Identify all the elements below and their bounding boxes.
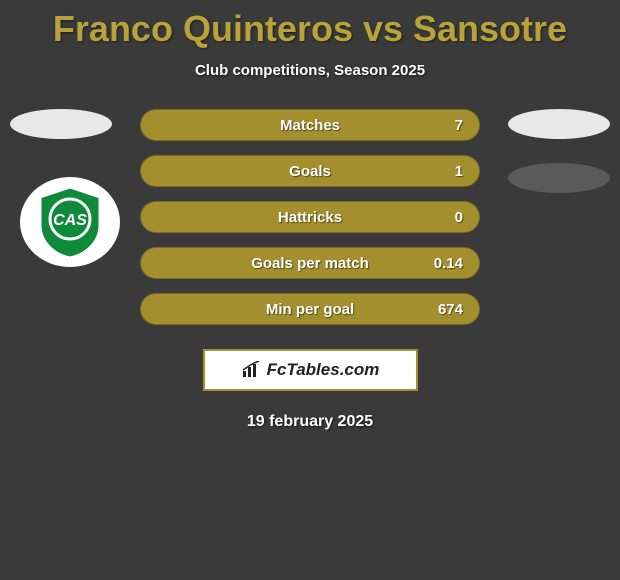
chart-icon — [241, 361, 263, 379]
stat-label: Matches — [280, 117, 340, 134]
date-text: 19 february 2025 — [0, 413, 620, 431]
page-title: Franco Quinteros vs Sansotre — [0, 0, 620, 50]
stat-row-goals: Goals 1 — [140, 155, 480, 187]
stat-row-mpg: Min per goal 674 — [140, 293, 480, 325]
stat-label: Goals — [289, 163, 331, 180]
stat-value: 0 — [455, 209, 463, 226]
brand-text: FcTables.com — [267, 360, 380, 380]
subtitle: Club competitions, Season 2025 — [0, 62, 620, 79]
player-right-marker-2 — [508, 163, 610, 193]
svg-text:CAS: CAS — [53, 212, 87, 229]
shield-icon: CAS — [35, 185, 105, 260]
stat-label: Hattricks — [278, 209, 342, 226]
stat-label: Goals per match — [251, 255, 369, 272]
stat-value: 7 — [455, 117, 463, 134]
stat-label: Min per goal — [266, 301, 354, 318]
stats-list: Matches 7 Goals 1 Hattricks 0 Goals per … — [140, 109, 480, 325]
club-badge: CAS — [20, 177, 120, 267]
player-right-marker-1 — [508, 109, 610, 139]
stat-row-hattricks: Hattricks 0 — [140, 201, 480, 233]
stat-row-matches: Matches 7 — [140, 109, 480, 141]
comparison-panel: CAS Matches 7 Goals 1 Hattricks 0 Goals … — [0, 109, 620, 431]
stat-row-gpm: Goals per match 0.14 — [140, 247, 480, 279]
stat-value: 1 — [455, 163, 463, 180]
stat-value: 674 — [438, 301, 463, 318]
stat-value: 0.14 — [434, 255, 463, 272]
player-left-marker — [10, 109, 112, 139]
brand-badge: FcTables.com — [203, 349, 418, 391]
